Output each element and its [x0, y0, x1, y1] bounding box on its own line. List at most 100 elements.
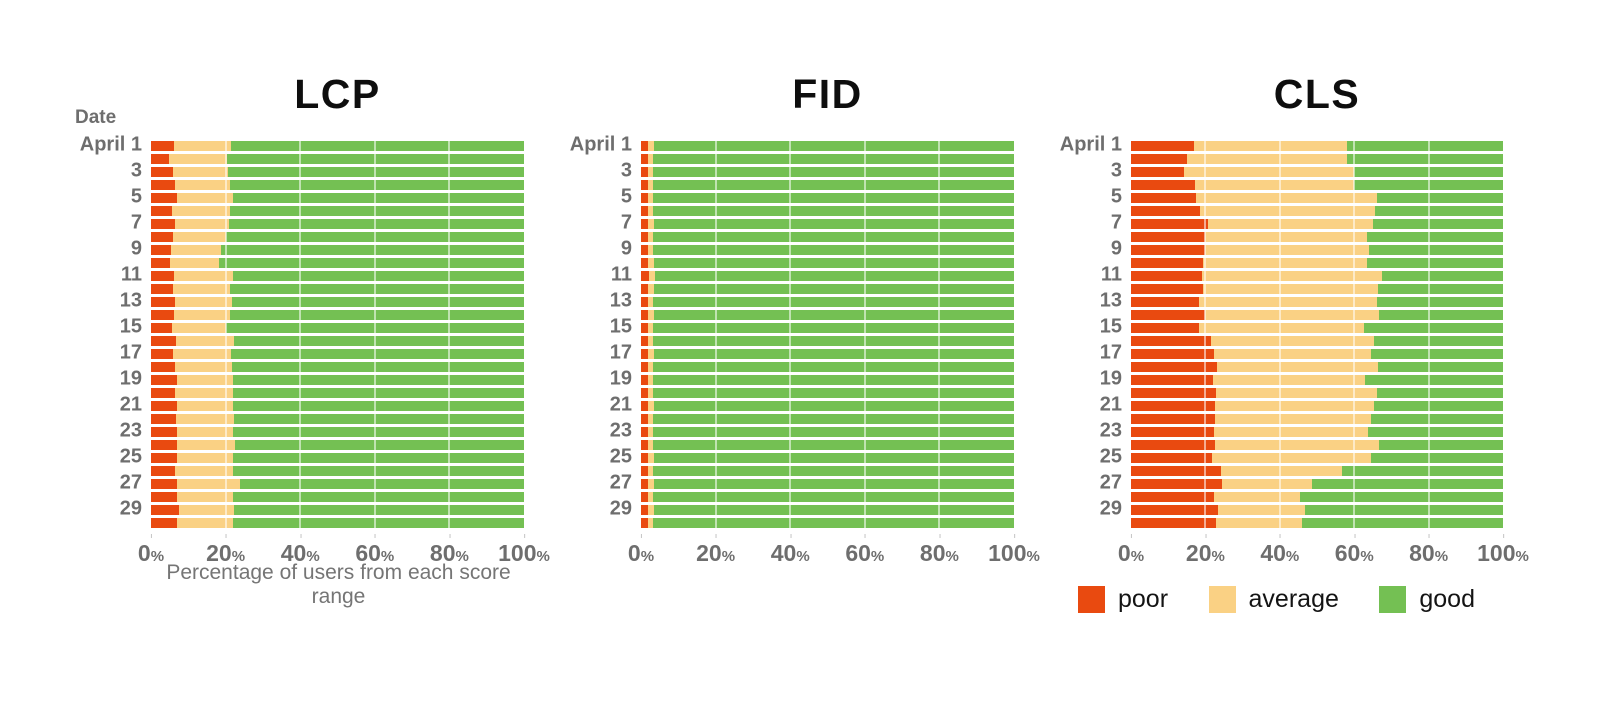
bar-segment-good	[1346, 141, 1503, 151]
y-axis-label: 17	[1099, 341, 1122, 364]
y-axis-label: 29	[609, 497, 632, 520]
bar-segment-average	[177, 479, 241, 489]
bar-segment-average	[1217, 505, 1305, 515]
bar-segment-good	[229, 206, 524, 216]
bar-row	[151, 180, 524, 193]
tick-mark	[1354, 534, 1356, 538]
bar-segment-average	[648, 466, 654, 476]
plot-rows: April 1 3 5 7 9 11 13 15 17 19 21 23 25 27 29	[80, 133, 524, 531]
y-axis-label: 15	[119, 315, 142, 338]
bar-segment-average	[177, 401, 234, 411]
bar-segment-average	[648, 271, 655, 281]
bar-segment-poor	[641, 427, 649, 437]
bar-segment-average	[1210, 336, 1375, 346]
bar-row: 29	[120, 497, 524, 519]
bar-segment-good	[1372, 219, 1503, 229]
x-axis-tick-label: 40%	[281, 534, 320, 567]
bar-segment-good	[232, 193, 524, 203]
y-axis-label: 19	[1099, 367, 1122, 390]
bar-row	[1131, 336, 1503, 349]
y-axis-label: 27	[609, 471, 632, 494]
bar-segment-average	[1221, 466, 1343, 476]
bar-row: 21	[610, 393, 1014, 415]
bar-segment-poor	[151, 388, 175, 398]
bar-segment-good	[1376, 388, 1503, 398]
gridline	[1427, 141, 1430, 528]
x-axis: 0% 20% 40% 60% 80% 100%	[628, 533, 1040, 567]
bar-row: 7	[131, 211, 524, 233]
bar-row: April 1	[1060, 133, 1503, 155]
bar-segment-average	[648, 492, 653, 502]
bar-segment-average	[176, 492, 234, 502]
bar-segment-good	[653, 414, 1014, 424]
y-axis-label: April 1	[569, 133, 632, 156]
bar-segment-average	[1216, 518, 1303, 528]
x-axis-tick-label: 100%	[498, 534, 550, 567]
bar-row	[151, 466, 524, 479]
bar-segment-poor	[641, 479, 649, 489]
bar-segment-average	[1215, 414, 1371, 424]
bar-segment-poor	[1131, 479, 1222, 489]
bar-segment-poor	[151, 414, 176, 424]
gridline	[938, 141, 941, 528]
bar-segment-good	[228, 219, 524, 229]
bar-segment-poor	[151, 271, 175, 281]
bar-segment-average	[176, 193, 233, 203]
bar-segment-average	[174, 362, 232, 372]
bar-segment-poor	[1131, 154, 1187, 164]
bar-segment-average	[648, 362, 654, 372]
bar-segment-average	[648, 518, 654, 528]
tick-mark	[715, 534, 717, 538]
bar-row	[1131, 388, 1503, 401]
y-axis-label: 21	[1099, 393, 1122, 416]
bar-row	[1131, 310, 1503, 323]
bar-segment-average	[175, 414, 234, 424]
bar-segment-poor	[641, 193, 649, 203]
x-axis-tick-label: 40%	[1260, 534, 1299, 567]
bar-segment-poor	[151, 336, 176, 346]
bar-segment-average	[648, 180, 654, 190]
legend-label: poor	[1118, 585, 1169, 613]
tick-mark	[640, 534, 642, 538]
y-axis-label: 13	[119, 289, 142, 312]
bar-segment-good	[240, 479, 524, 489]
bar-segment-average	[1202, 284, 1378, 294]
bar-segment-average	[1195, 180, 1355, 190]
tick-mark	[374, 534, 376, 538]
bar-segment-poor	[1131, 297, 1200, 307]
bar-segment-good	[1370, 414, 1503, 424]
bar-segment-good	[652, 154, 1014, 164]
y-axis-label: April 1	[1059, 133, 1122, 156]
bar-segment-poor	[1131, 323, 1200, 333]
bar-segment-good	[234, 440, 524, 450]
bar-segment-good	[233, 414, 524, 424]
bar-segment-average	[173, 349, 231, 359]
bar-segment-good	[653, 219, 1014, 229]
bar-segment-poor	[151, 440, 178, 450]
bar-segment-average	[1205, 245, 1370, 255]
bar-row: April 1	[570, 133, 1014, 155]
bar-segment-average	[648, 193, 654, 203]
bar-segment-poor	[151, 349, 173, 359]
bar-segment-average	[176, 427, 233, 437]
gridline	[448, 141, 451, 528]
bar-segment-good	[1379, 310, 1503, 320]
bar-row: 13	[610, 289, 1014, 311]
bar-row: 21	[1100, 393, 1503, 415]
bar-segment-poor	[641, 258, 649, 268]
bar-segment-good	[1312, 479, 1503, 489]
bar-row	[641, 414, 1014, 427]
plot-area: April 1 3 5 7 9 11 13 15 17 19 21 23 25 27 29	[80, 133, 524, 531]
x-axis-tick-label: 60%	[845, 534, 884, 567]
x-axis-tick-label: 0%	[628, 534, 654, 567]
y-axis-label: 19	[119, 367, 142, 390]
y-axis-label: 23	[609, 419, 632, 442]
gridline	[1278, 141, 1281, 528]
bar-segment-poor	[641, 492, 649, 502]
bar-segment-poor	[641, 323, 649, 333]
bar-row	[641, 362, 1014, 375]
bar-row	[641, 466, 1014, 479]
bar-row: 11	[611, 263, 1014, 285]
bar-segment-poor	[641, 362, 649, 372]
bar-segment-average	[176, 375, 234, 385]
